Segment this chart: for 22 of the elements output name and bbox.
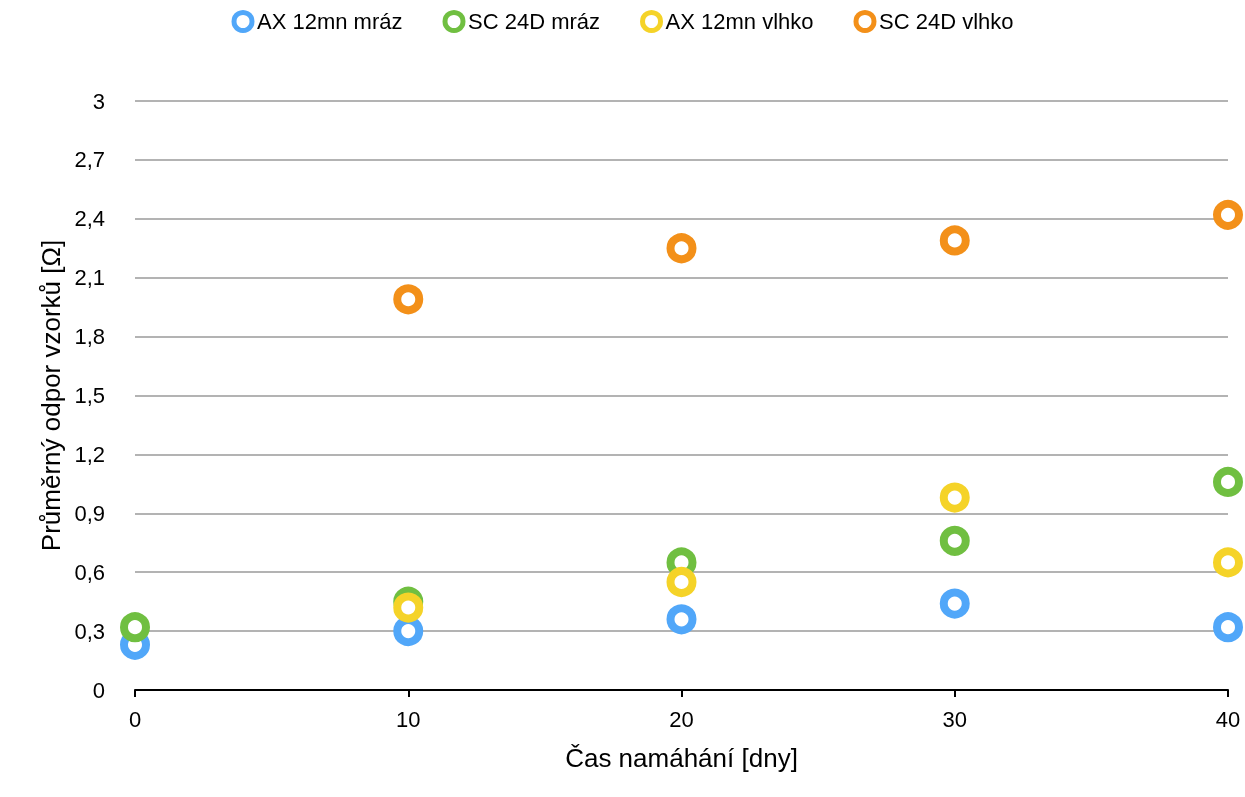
y-tick-label: 0: [92, 677, 105, 703]
y-tick-label: 2,7: [74, 147, 105, 173]
y-tick-label: 0,3: [74, 618, 105, 644]
y-tick-label: 3: [92, 88, 105, 114]
x-axis-title: Čas namáhání [dny]: [565, 743, 798, 773]
x-tick-label: 30: [942, 706, 967, 732]
x-tick-label: 0: [128, 706, 142, 732]
legend-label: AX 12mn mráz: [257, 9, 403, 34]
y-tick-label: 0,9: [74, 500, 105, 526]
y-tick-label: 1,5: [74, 383, 105, 408]
y-tick-label: 1,8: [74, 324, 105, 350]
y-tick-label: 1,2: [74, 441, 105, 467]
x-tick-label: 10: [396, 706, 421, 732]
y-tick-label: 2,1: [74, 265, 105, 291]
legend-label: SC 24D mráz: [468, 9, 601, 34]
y-axis-title: Průměrný odpor vzorků [Ω]: [35, 239, 66, 552]
x-tick-label: 40: [1215, 706, 1241, 732]
legend-label: SC 24D vlhko: [878, 9, 1014, 34]
y-tick-label: 0,6: [74, 559, 105, 585]
x-tick-label: 20: [669, 706, 694, 732]
legend-label: AX 12mn vlhko: [665, 9, 814, 34]
y-tick-label: 2,4: [74, 206, 105, 232]
